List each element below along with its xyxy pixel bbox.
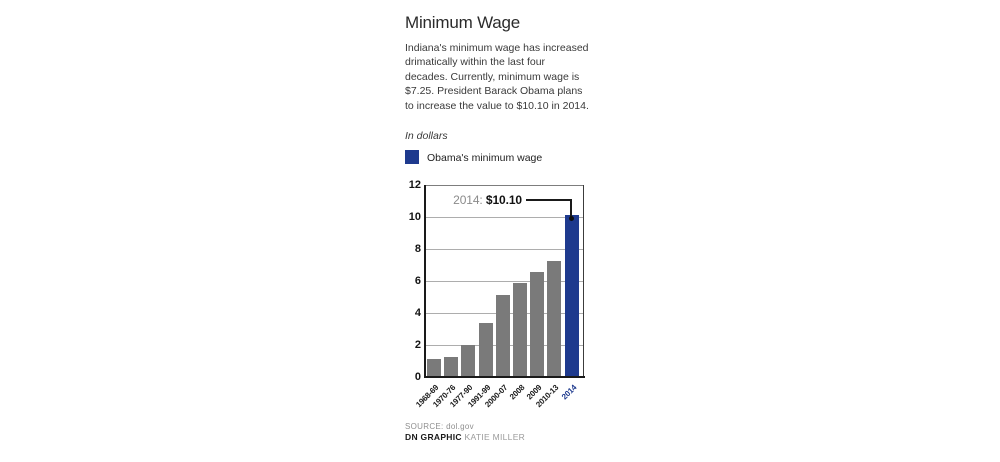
credit-author-name: KATIE MILLER (464, 432, 526, 442)
bar-1991-99 (478, 323, 493, 377)
bar-2014 (564, 215, 579, 377)
bar-2010-13 (547, 261, 562, 377)
annotation-dot-marker (569, 216, 574, 221)
annotation-value: $10.10 (485, 193, 522, 207)
source-text: SOURCE: dol.gov (405, 422, 474, 431)
legend: Obama's minimum wage (405, 150, 605, 165)
bar-1968-69 (427, 358, 441, 377)
gridline-12 (425, 184, 584, 186)
description-text: Indiana's minimum wage has increased dri… (405, 42, 589, 112)
plot-right-border (582, 185, 584, 377)
y-axis-tick-8: 8 (414, 243, 421, 255)
x-axis-tick-2014: 2014 (502, 383, 578, 401)
credit-graphic-label: DN GRAPHIC (405, 432, 462, 442)
y-axis-tick-2: 2 (414, 339, 421, 351)
bar-1970-76 (444, 357, 459, 377)
annotation-year: 2014: (453, 193, 483, 207)
legend-swatch (405, 150, 419, 164)
page-title: Minimum Wage (405, 13, 521, 32)
bar-1977-90 (461, 345, 476, 377)
x-axis-line (424, 375, 585, 378)
y-axis-tick-0: 0 (414, 371, 421, 383)
y-axis-line (424, 185, 426, 377)
x-axis-tick-label: 2014 (559, 383, 578, 402)
gridline-8 (425, 248, 584, 250)
y-axis-tick-6: 6 (414, 275, 421, 287)
gridline-10 (425, 216, 584, 218)
y-axis-tick-12: 12 (408, 179, 421, 191)
unit-note: In dollars (405, 130, 448, 142)
annotation-callout: 2014: $10.10 (405, 193, 522, 207)
bar-chart: 0 2 4 6 8 10 12 1968-69 1970-76 1977-90 1991-99 200… (405, 179, 600, 420)
bar-2009 (530, 272, 545, 377)
legend-label: Obama's minimum wage (427, 152, 543, 164)
plot-area: 0 2 4 6 8 10 12 1968-69 1970-76 1977-90 1991-99 200… (409, 179, 585, 409)
annotation-connector-vertical (570, 199, 572, 218)
annotation-connector-horizontal (526, 199, 572, 201)
y-axis-tick-4: 4 (414, 307, 421, 319)
bar-2000-07 (495, 294, 510, 377)
y-axis-tick-10: 10 (408, 211, 421, 223)
credit-line: DN GRAPHIC KATIE MILLER (405, 432, 525, 442)
gridline-6 (425, 280, 584, 282)
bar-2008 (513, 283, 527, 377)
